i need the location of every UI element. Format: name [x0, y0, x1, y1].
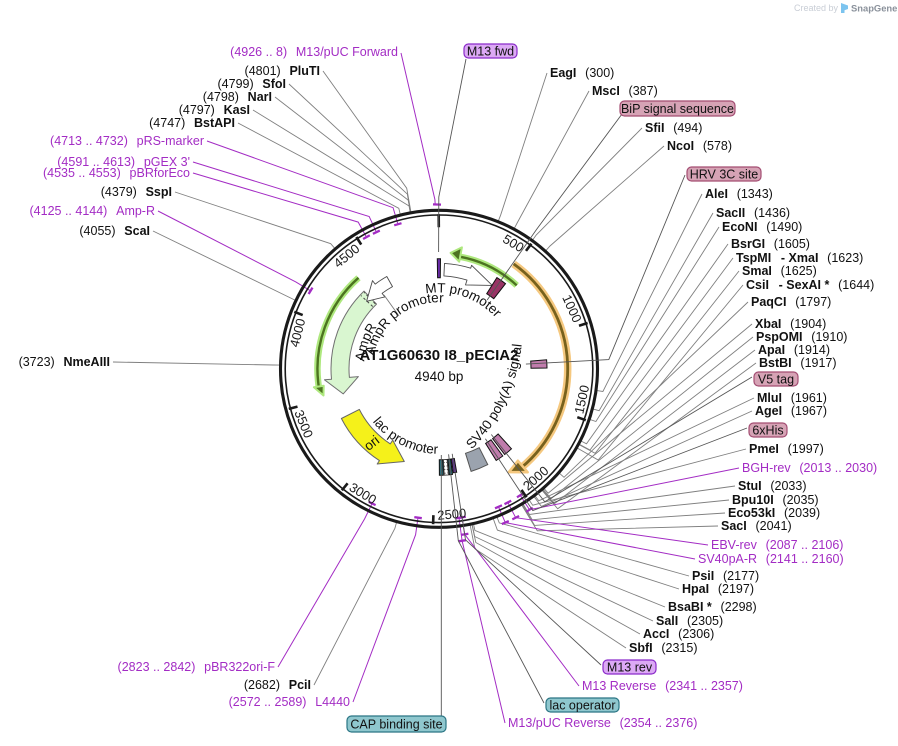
- svg-text:EBV-rev (2087 .. 2106): EBV-rev (2087 .. 2106): [711, 538, 843, 552]
- svg-text:AgeI (1967): AgeI (1967): [755, 404, 827, 418]
- svg-text:4940 bp: 4940 bp: [415, 369, 464, 384]
- svg-text:HRV 3C site: HRV 3C site: [690, 167, 759, 181]
- svg-text:PmeI (1997): PmeI (1997): [749, 442, 824, 456]
- svg-text:M13 Reverse (2341 .. 2357): M13 Reverse (2341 .. 2357): [582, 679, 743, 693]
- svg-text:CsiI - SexAI * (1644): CsiI - SexAI * (1644): [746, 278, 874, 292]
- svg-text:(4055) ScaI: (4055) ScaI: [79, 224, 150, 238]
- svg-text:(4798) NarI: (4798) NarI: [203, 90, 272, 104]
- svg-text:PspOMI (1910): PspOMI (1910): [756, 330, 847, 344]
- svg-text:BGH-rev (2013 .. 2030): BGH-rev (2013 .. 2030): [742, 461, 877, 475]
- svg-text:(4801) PluTI: (4801) PluTI: [245, 64, 320, 78]
- svg-text:(2682) PciI: (2682) PciI: [244, 678, 311, 692]
- svg-text:NcoI (578): NcoI (578): [667, 139, 732, 153]
- svg-text:CAP binding site: CAP binding site: [350, 717, 442, 731]
- svg-text:AT1G60630 I8_pECIA2: AT1G60630 I8_pECIA2: [360, 347, 519, 364]
- svg-text:BsrGI (1605): BsrGI (1605): [731, 237, 810, 251]
- svg-text:(4125 .. 4144) Amp-R: (4125 .. 4144) Amp-R: [30, 204, 155, 218]
- svg-text:XbaI (1904): XbaI (1904): [755, 317, 826, 331]
- svg-text:MscI (387): MscI (387): [592, 84, 658, 98]
- svg-text:EcoNI (1490): EcoNI (1490): [722, 220, 802, 234]
- svg-text:(2823 .. 2842) pBR322ori-F: (2823 .. 2842) pBR322ori-F: [118, 660, 276, 674]
- svg-text:ApaI (1914): ApaI (1914): [758, 343, 830, 357]
- svg-text:AleI (1343): AleI (1343): [705, 187, 773, 201]
- svg-text:HpaI (2197): HpaI (2197): [682, 582, 754, 596]
- svg-text:SbfI (2315): SbfI (2315): [629, 641, 698, 655]
- svg-text:M13 fwd: M13 fwd: [467, 44, 514, 58]
- svg-text:AccI (2306): AccI (2306): [643, 627, 714, 641]
- svg-text:BsaBI * (2298): BsaBI * (2298): [668, 600, 757, 614]
- svg-text:PsiI (2177): PsiI (2177): [692, 569, 759, 583]
- svg-text:PaqCI (1797): PaqCI (1797): [751, 295, 831, 309]
- svg-text:SfiI (494): SfiI (494): [645, 121, 702, 135]
- svg-text:Created by: Created by: [794, 3, 839, 13]
- svg-text:M13/pUC Reverse (2354 .. 2376: M13/pUC Reverse (2354 .. 2376): [508, 716, 697, 730]
- svg-text:Eco53kI (2039): Eco53kI (2039): [728, 506, 820, 520]
- svg-text:SalI (2305): SalI (2305): [656, 614, 723, 628]
- svg-text:(2572 .. 2589) L4440: (2572 .. 2589) L4440: [229, 695, 350, 709]
- svg-text:M13 rev: M13 rev: [607, 660, 653, 674]
- svg-text:V5 tag: V5 tag: [758, 372, 794, 386]
- svg-text:MluI (1961): MluI (1961): [757, 391, 827, 405]
- svg-text:(4926 .. 8) M13/pUC Forward: (4926 .. 8) M13/pUC Forward: [230, 45, 398, 59]
- svg-text:(4747) BstAPI: (4747) BstAPI: [149, 116, 235, 130]
- svg-text:TspMI - XmaI (1623): TspMI - XmaI (1623): [736, 251, 863, 265]
- svg-text:StuI (2033): StuI (2033): [738, 479, 807, 493]
- svg-text:EagI (300): EagI (300): [550, 66, 614, 80]
- svg-text:(4379) SspI: (4379) SspI: [101, 185, 172, 199]
- svg-text:(4535 .. 4553) pBRforEco: (4535 .. 4553) pBRforEco: [43, 166, 190, 180]
- svg-text:SacI (2041): SacI (2041): [721, 519, 792, 533]
- svg-text:Bpu10I (2035): Bpu10I (2035): [732, 493, 819, 507]
- svg-text:BiP signal sequence: BiP signal sequence: [621, 102, 734, 116]
- svg-text:6xHis: 6xHis: [752, 423, 783, 437]
- svg-text:SnapGene: SnapGene: [851, 3, 897, 14]
- svg-text:(4713 .. 4732) pRS-marker: (4713 .. 4732) pRS-marker: [50, 134, 204, 148]
- svg-text:SmaI (1625): SmaI (1625): [742, 264, 817, 278]
- svg-text:(4797) KasI: (4797) KasI: [179, 103, 250, 117]
- svg-text:SacII (1436): SacII (1436): [716, 206, 790, 220]
- svg-text:SV40pA-R (2141 .. 2160): SV40pA-R (2141 .. 2160): [698, 552, 844, 566]
- svg-text:BstBI (1917): BstBI (1917): [759, 356, 837, 370]
- svg-text:(4799) SfoI: (4799) SfoI: [218, 77, 287, 91]
- svg-text:lac operator: lac operator: [549, 698, 615, 712]
- svg-text:(3723) NmeAIII: (3723) NmeAIII: [19, 355, 110, 369]
